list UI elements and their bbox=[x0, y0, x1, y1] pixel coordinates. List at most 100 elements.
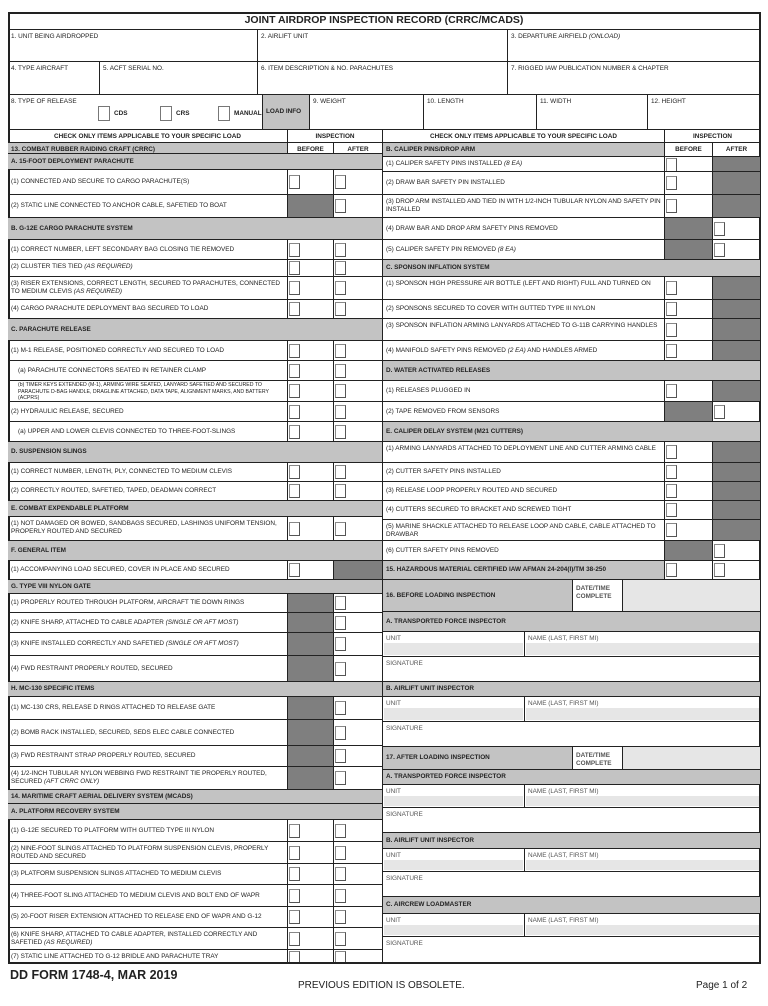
before-checkbox[interactable] bbox=[666, 176, 677, 190]
after-checkbox[interactable] bbox=[335, 615, 346, 630]
signature-field[interactable]: SIGNATURE bbox=[383, 937, 761, 963]
after-checkbox[interactable] bbox=[714, 404, 725, 419]
before-checkbox[interactable] bbox=[289, 484, 300, 498]
before-checkbox[interactable] bbox=[666, 343, 677, 358]
before-checkbox[interactable] bbox=[666, 503, 677, 517]
after-checkbox[interactable] bbox=[335, 302, 346, 316]
after-checkbox[interactable] bbox=[335, 701, 346, 715]
before-checkbox[interactable] bbox=[289, 404, 300, 419]
signature-field[interactable]: SIGNATURE bbox=[383, 808, 761, 833]
before-checkbox[interactable] bbox=[289, 465, 300, 479]
before-checkbox[interactable] bbox=[289, 384, 300, 398]
after-checkbox[interactable] bbox=[335, 384, 346, 398]
name-input[interactable] bbox=[526, 860, 759, 870]
signature-field[interactable]: SIGNATURE bbox=[383, 872, 761, 897]
before-checkbox[interactable] bbox=[289, 910, 300, 924]
date-time-input[interactable] bbox=[623, 580, 761, 612]
after-checkbox[interactable] bbox=[714, 543, 725, 558]
after-checkbox[interactable] bbox=[335, 867, 346, 881]
unit-being-airdropped-field[interactable]: 1. UNIT BEING AIRDROPPED bbox=[8, 30, 258, 62]
after-checkbox[interactable] bbox=[335, 888, 346, 903]
before-checkbox[interactable] bbox=[289, 951, 300, 962]
name-input[interactable] bbox=[526, 796, 759, 806]
after-checkbox[interactable] bbox=[335, 261, 346, 275]
before-checkbox[interactable] bbox=[289, 424, 300, 439]
before-checkbox[interactable] bbox=[289, 343, 300, 358]
before-checkbox[interactable] bbox=[289, 521, 300, 536]
rigged-iaw-field[interactable]: 7. RIGGED IAW PUBLICATION NUMBER & CHAPT… bbox=[508, 62, 761, 95]
departure-airfield-field[interactable]: 3. DEPARTURE AIRFIELD (ONLOAD) bbox=[508, 30, 761, 62]
after-checkbox[interactable] bbox=[714, 221, 725, 236]
before-checkbox[interactable] bbox=[289, 563, 300, 577]
after-checkbox[interactable] bbox=[335, 465, 346, 479]
acft-serial-field[interactable]: 5. ACFT SERIAL NO. bbox=[100, 62, 258, 95]
after-checkbox[interactable] bbox=[335, 521, 346, 536]
after-checkbox[interactable] bbox=[335, 771, 346, 785]
unit-input[interactable] bbox=[384, 860, 523, 870]
type-aircraft-field[interactable]: 4. TYPE AIRCRAFT bbox=[8, 62, 100, 95]
after-checkbox[interactable] bbox=[714, 242, 725, 257]
before-checkbox[interactable] bbox=[289, 888, 300, 903]
after-checkbox[interactable] bbox=[335, 637, 346, 651]
after-checkbox[interactable] bbox=[714, 563, 725, 577]
before-checkbox[interactable] bbox=[289, 823, 300, 838]
after-checkbox[interactable] bbox=[335, 910, 346, 924]
before-checkbox[interactable] bbox=[666, 563, 677, 577]
release-crs-checkbox[interactable] bbox=[160, 106, 172, 121]
after-checkbox[interactable] bbox=[335, 175, 346, 189]
before-checkbox[interactable] bbox=[666, 302, 677, 316]
name-input[interactable] bbox=[526, 708, 759, 720]
before-checkbox[interactable] bbox=[666, 158, 677, 171]
before-checkbox[interactable] bbox=[666, 384, 677, 398]
before-checkbox[interactable] bbox=[666, 445, 677, 459]
after-checkbox[interactable] bbox=[335, 845, 346, 860]
unit-input[interactable] bbox=[384, 796, 523, 806]
after-checkbox[interactable] bbox=[335, 596, 346, 610]
after-checkbox[interactable] bbox=[335, 242, 346, 257]
before-checkbox[interactable] bbox=[289, 867, 300, 881]
after-checkbox[interactable] bbox=[335, 199, 346, 213]
before-checkbox[interactable] bbox=[289, 931, 300, 946]
before-checkbox[interactable] bbox=[666, 523, 677, 537]
release-cds-checkbox[interactable] bbox=[98, 106, 110, 121]
after-checkbox[interactable] bbox=[335, 281, 346, 295]
before-checkbox[interactable] bbox=[666, 322, 677, 337]
after-checkbox[interactable] bbox=[335, 823, 346, 838]
before-checkbox[interactable] bbox=[666, 484, 677, 498]
width-field[interactable]: 11. WIDTH bbox=[537, 95, 648, 130]
after-checkbox[interactable] bbox=[335, 343, 346, 358]
before-checkbox[interactable] bbox=[289, 845, 300, 860]
weight-field[interactable]: 9. WEIGHT bbox=[310, 95, 424, 130]
airlift-unit-field[interactable]: 2. AIRLIFT UNIT bbox=[258, 30, 508, 62]
unit-input[interactable] bbox=[384, 643, 523, 655]
name-input[interactable] bbox=[526, 925, 759, 935]
after-checkbox[interactable] bbox=[335, 931, 346, 946]
after-checkbox[interactable] bbox=[335, 661, 346, 676]
before-checkbox[interactable] bbox=[666, 465, 677, 479]
before-checkbox[interactable] bbox=[666, 199, 677, 213]
before-checkbox[interactable] bbox=[289, 281, 300, 295]
signature-field[interactable]: SIGNATURE bbox=[383, 722, 761, 747]
before-checkbox[interactable] bbox=[289, 302, 300, 316]
signature-field[interactable]: SIGNATURE bbox=[383, 657, 761, 682]
after-checkbox[interactable] bbox=[335, 951, 346, 962]
release-manual-checkbox[interactable] bbox=[218, 106, 230, 121]
unit-input[interactable] bbox=[384, 925, 523, 935]
after-checkbox[interactable] bbox=[335, 725, 346, 740]
before-checkbox[interactable] bbox=[289, 261, 300, 275]
item-description-field[interactable]: 6. ITEM DESCRIPTION & NO. PARACHUTES bbox=[258, 62, 508, 95]
before-checkbox[interactable] bbox=[289, 242, 300, 257]
after-checkbox[interactable] bbox=[335, 363, 346, 378]
after-checkbox[interactable] bbox=[335, 484, 346, 498]
height-field[interactable]: 12. HEIGHT bbox=[648, 95, 761, 130]
after-checkbox[interactable] bbox=[335, 749, 346, 763]
name-input[interactable] bbox=[526, 643, 759, 655]
length-field[interactable]: 10. LENGTH bbox=[424, 95, 537, 130]
date-time-input[interactable] bbox=[623, 747, 761, 770]
before-checkbox[interactable] bbox=[289, 363, 300, 378]
unit-input[interactable] bbox=[384, 708, 523, 720]
after-checkbox[interactable] bbox=[335, 424, 346, 439]
before-checkbox[interactable] bbox=[289, 175, 300, 189]
before-checkbox[interactable] bbox=[666, 281, 677, 295]
after-checkbox[interactable] bbox=[335, 404, 346, 419]
